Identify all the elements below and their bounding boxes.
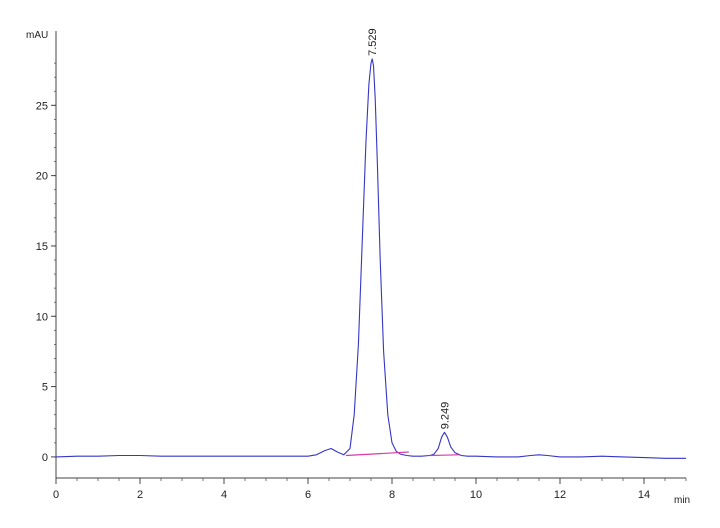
- x-tick-label: 4: [221, 489, 227, 501]
- ticks: 0 5 10 15 20 25 0 2 4 6 8 10 12 14: [36, 62, 687, 501]
- x-tick-label: 2: [137, 489, 143, 501]
- baseline-line: [429, 454, 460, 457]
- x-tick-label: 12: [554, 489, 566, 501]
- x-tick-label: 10: [470, 489, 482, 501]
- peak-labels: 7.529 9.249: [367, 28, 451, 429]
- x-axis-unit-label: min: [674, 495, 690, 506]
- y-tick-label: 10: [36, 311, 48, 323]
- series-layer: [55, 58, 686, 459]
- x-tick-label: 0: [53, 489, 59, 501]
- x-tick-label: 8: [389, 489, 395, 501]
- y-tick-label: 5: [42, 382, 48, 394]
- baseline-line: [345, 451, 409, 457]
- y-tick-label: 15: [36, 241, 48, 253]
- x-tick-label: 14: [638, 489, 650, 501]
- x-tick-label: 6: [305, 489, 311, 501]
- y-tick-label: 25: [36, 100, 48, 112]
- axes: [55, 31, 686, 479]
- y-tick-label: 0: [42, 452, 48, 464]
- signal-trace-line: [55, 58, 686, 459]
- y-tick-label: 20: [36, 171, 48, 183]
- peak-retention-label: 7.529: [367, 28, 379, 56]
- y-axis-unit-label: mAU: [26, 30, 48, 41]
- peak-retention-label: 9.249: [439, 402, 451, 430]
